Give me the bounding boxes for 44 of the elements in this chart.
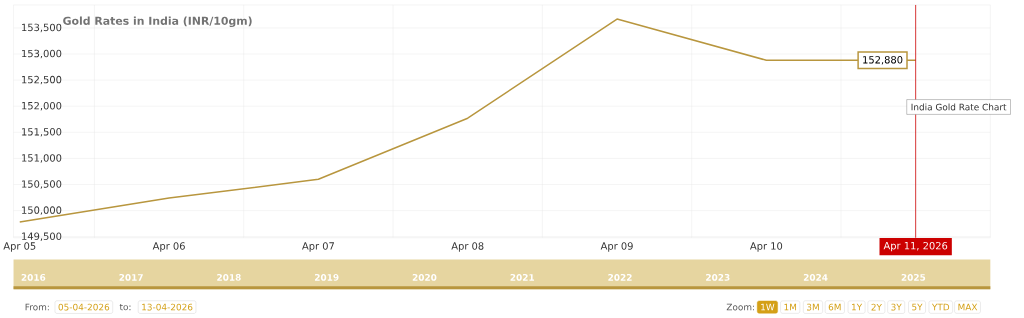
x-tick-label: Apr 09 <box>600 242 633 252</box>
text: 3Y <box>891 303 902 311</box>
text: Gold Rates in India (INR/10gm) <box>63 16 252 28</box>
text: 6M <box>828 303 841 311</box>
text: From: <box>25 303 49 311</box>
y-tick-label: 151,000 <box>22 154 62 163</box>
y-tick-label: 150,000 <box>22 206 62 215</box>
x-tick-label: Apr 10 <box>749 242 783 252</box>
text: 2023 <box>706 274 730 281</box>
text: 2024 <box>803 274 828 281</box>
y-tick-label: 152,000 <box>22 101 62 111</box>
y-tick-label: 150,500 <box>22 180 62 189</box>
y-tick-label: 151,500 <box>22 128 62 137</box>
x-tick-label: Apr 05 <box>3 242 36 252</box>
x-tick-label: Apr 08 <box>451 242 484 252</box>
text: 2022 <box>608 274 632 281</box>
y-tick-label: 149,500 <box>22 232 62 241</box>
y-tick-label: 153,000 <box>22 49 62 59</box>
text: 2020 <box>412 274 437 281</box>
text: 2018 <box>217 274 241 281</box>
text: Zoom: <box>726 303 754 311</box>
text: 2021 <box>510 274 535 281</box>
text: YTD <box>931 303 950 311</box>
annotation: 152,880 <box>863 56 903 65</box>
text: 1Y <box>852 303 863 311</box>
annotation: India Gold Rate Chart <box>911 103 1007 111</box>
y-tick-label: 152,500 <box>22 75 62 85</box>
text: 1M <box>784 303 797 311</box>
y-tick-label: 153,500 <box>22 23 62 33</box>
text: 2Y <box>871 303 882 311</box>
text: 5Y <box>912 303 923 311</box>
text: 13-04-2026 <box>142 303 193 311</box>
text: 2025 <box>901 274 926 281</box>
text: MAX <box>958 303 978 311</box>
text: 05-04-2026 <box>58 303 110 311</box>
x-tick-label: Apr 07 <box>302 242 334 252</box>
text: 3M <box>807 303 819 311</box>
text: 2016 <box>21 274 46 281</box>
x-tick-label: Apr 06 <box>152 242 185 252</box>
ref-line-label: Apr 11, 2026 <box>883 241 948 252</box>
text: 2019 <box>314 274 339 281</box>
text: 2017 <box>119 274 143 281</box>
text: to: <box>119 303 131 311</box>
text: 1W <box>761 303 775 311</box>
